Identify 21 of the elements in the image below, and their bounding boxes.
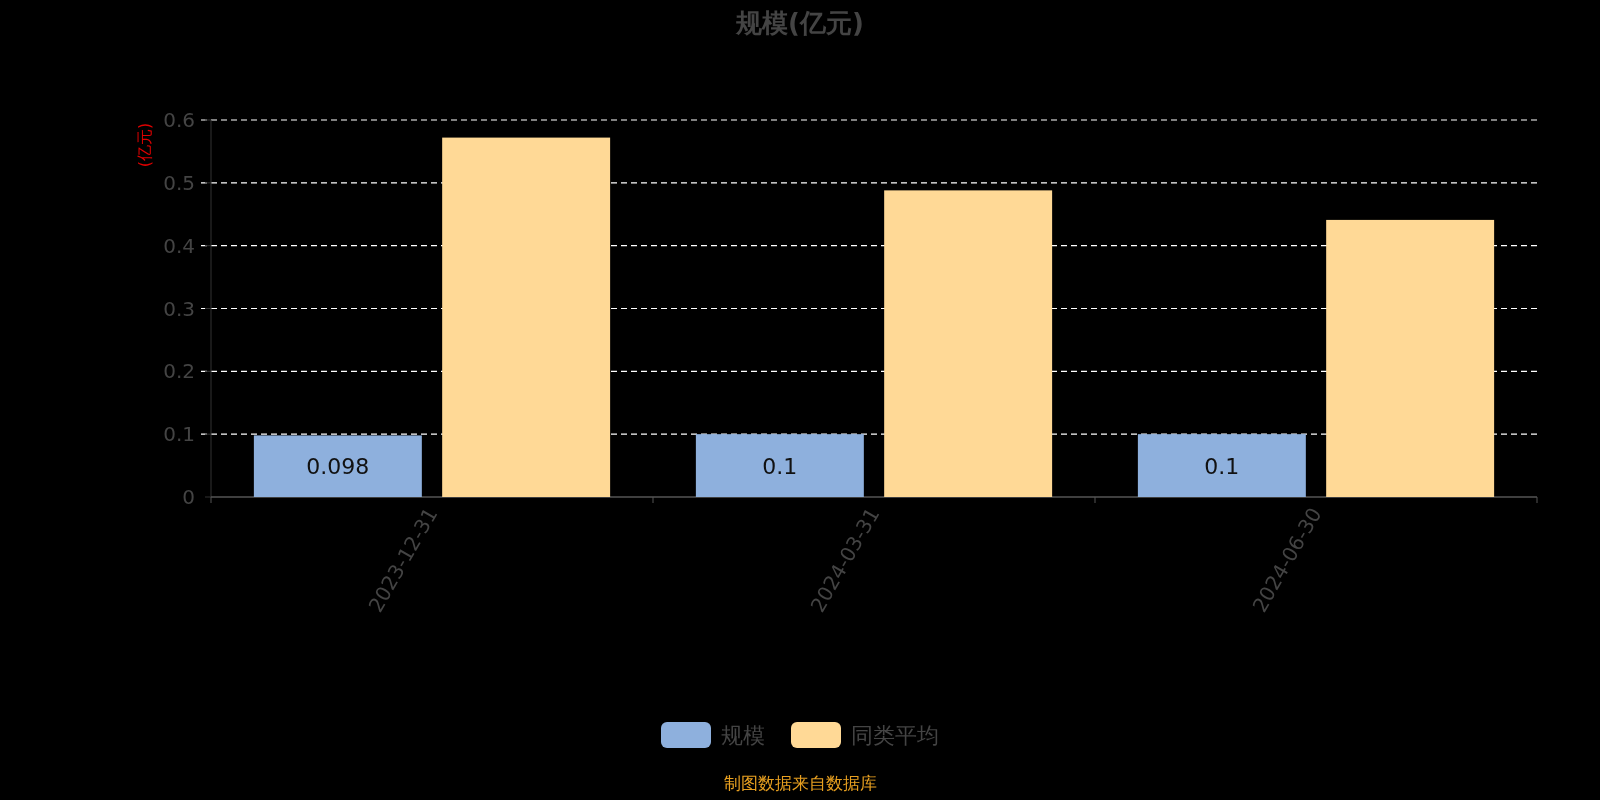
chart-title: 规模(亿元) bbox=[735, 8, 864, 38]
y-tick-label: 0 bbox=[182, 485, 195, 509]
text: 制图数据来自数据库 bbox=[723, 773, 877, 793]
bar bbox=[1326, 219, 1495, 497]
y-tick-label: 0.2 bbox=[163, 359, 195, 384]
legend-label: 规模 bbox=[721, 723, 765, 748]
y-tick-label: 0.6 bbox=[163, 108, 195, 132]
y-tick-label: 0.4 bbox=[163, 233, 195, 258]
data-label: 0.098 bbox=[306, 454, 370, 480]
y-tick-label: 0.5 bbox=[163, 170, 195, 195]
bar bbox=[442, 137, 611, 497]
y-tick-label: 0.3 bbox=[163, 296, 195, 321]
bar bbox=[884, 190, 1053, 497]
y-axis-title: (亿元) bbox=[135, 122, 154, 168]
bar bbox=[253, 435, 422, 497]
y-tick-label: 0.1 bbox=[163, 422, 195, 447]
legend-label: 同类平均 bbox=[851, 723, 939, 748]
data-label: 0.1 bbox=[1204, 453, 1240, 479]
bar bbox=[1137, 434, 1306, 497]
bar bbox=[695, 434, 864, 497]
data-label: 0.1 bbox=[762, 453, 798, 479]
